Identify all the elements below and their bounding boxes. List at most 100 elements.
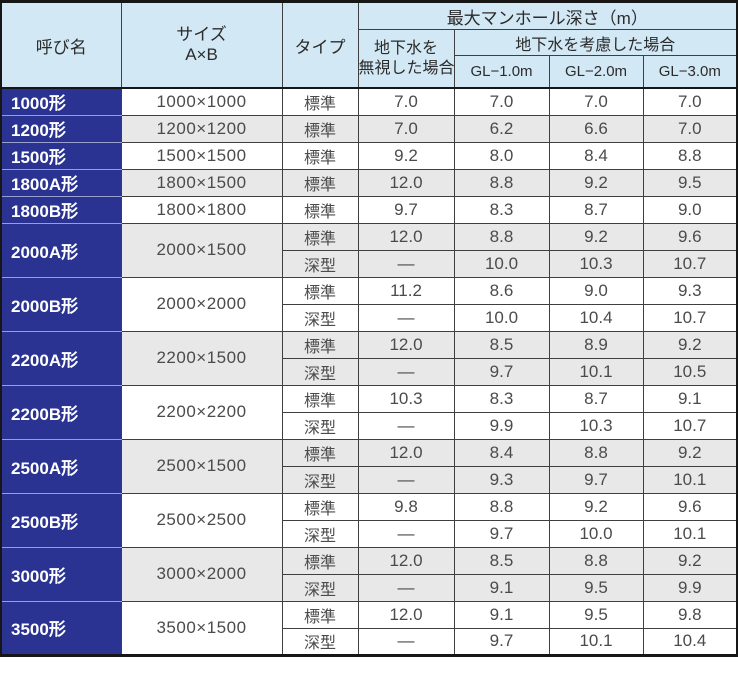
row-size-cell: 1800×1500 — [120, 168, 283, 197]
depth-value-cell: 8.8 — [642, 141, 738, 170]
depth-value-cell: 8.4 — [453, 438, 550, 467]
table-row: 2200A形 2200×1500 標準 12.0 8.5 8.9 9.2 — [0, 330, 738, 386]
row-size-cell: 2200×2200 — [120, 384, 283, 440]
depth-value-cell: 10.0 — [548, 519, 644, 548]
col-header-size-line1: サイズ — [176, 24, 227, 44]
depth-value-cell: 10.0 — [453, 249, 550, 278]
row-type-cell: 深型 — [281, 465, 359, 494]
row-size-cell: 3000×2000 — [120, 546, 283, 602]
col-header-size: サイズ A×B — [120, 1, 283, 89]
row-size-cell: 2000×2000 — [120, 276, 283, 332]
table-row: 1800A形 1800×1500 標準 12.0 8.8 9.2 9.5 — [0, 168, 738, 197]
row-type-cell: 深型 — [281, 303, 359, 332]
col-header-gl-2-0m: GL−2.0m — [548, 55, 644, 89]
depth-value-cell: — — [357, 357, 455, 386]
depth-value-cell: 8.7 — [548, 195, 644, 224]
col-header-ignore-line2: 無視した場合 — [358, 59, 454, 77]
row-type-cell: 深型 — [281, 519, 359, 548]
depth-value-cell: 10.3 — [357, 384, 455, 413]
row-size-cell: 2200×1500 — [120, 330, 283, 386]
table-row: 1500形 1500×1500 標準 9.2 8.0 8.4 8.8 — [0, 141, 738, 170]
depth-value-cell: 9.7 — [548, 465, 644, 494]
row-size-cell: 1000×1000 — [120, 87, 283, 116]
row-type-cell: 標準 — [281, 276, 359, 305]
row-type-cell: 標準 — [281, 114, 359, 143]
depth-value-cell: 9.0 — [642, 195, 738, 224]
depth-value-cell: 10.3 — [548, 411, 644, 440]
table-row: 2000B形 2000×2000 標準 11.2 8.6 9.0 9.3 — [0, 276, 738, 332]
table-row: 深型 —9.7 10.0 10.1 — [1, 519, 738, 548]
depth-value-cell: 7.0 — [453, 87, 550, 116]
depth-value-cell: 12.0 — [357, 168, 455, 197]
depth-value-cell: 7.0 — [642, 114, 738, 143]
depth-value-cell: 9.5 — [642, 168, 738, 197]
row-type-cell: 深型 — [281, 357, 359, 386]
depth-value-cell: 12.0 — [357, 222, 455, 251]
depth-value-cell: 10.0 — [453, 303, 550, 332]
row-size-cell: 2500×1500 — [120, 438, 283, 494]
depth-value-cell: 9.7 — [453, 357, 550, 386]
manhole-depth-table: 呼び名 サイズ A×B タイプ 最大マンホール深さ（m） 地下水を 無視した場合… — [0, 0, 738, 657]
col-header-gl-1-0m: GL−1.0m — [453, 55, 550, 89]
table-row: 1800B形 1800×1800 標準 9.7 8.3 8.7 9.0 — [0, 195, 738, 224]
table-row: 深型 —9.9 10.3 10.7 — [1, 411, 738, 440]
depth-value-cell: 10.5 — [642, 357, 738, 386]
depth-value-cell: 9.2 — [357, 141, 455, 170]
depth-value-cell: 8.6 — [453, 276, 550, 305]
row-size-cell: 3500×1500 — [120, 600, 283, 656]
depth-value-cell: 9.1 — [642, 384, 738, 413]
row-type-cell: 標準 — [281, 141, 359, 170]
depth-value-cell: — — [357, 519, 455, 548]
row-type-cell: 標準 — [281, 330, 359, 359]
depth-value-cell: 8.8 — [453, 492, 550, 521]
depth-value-cell: 9.2 — [548, 222, 644, 251]
depth-value-cell: 9.2 — [642, 330, 738, 359]
depth-value-cell: 12.0 — [357, 546, 455, 575]
table-row: 2500B形 2500×2500 標準 9.8 8.8 9.2 9.6 — [0, 492, 738, 548]
depth-value-cell: 8.8 — [453, 168, 550, 197]
depth-value-cell: 9.2 — [642, 546, 738, 575]
row-size-cell: 1200×1200 — [120, 114, 283, 143]
table-row: 2000A形 2000×1500 標準 12.0 8.8 9.2 9.6 — [0, 222, 738, 278]
depth-value-cell: 8.5 — [453, 330, 550, 359]
depth-value-cell: 6.6 — [548, 114, 644, 143]
table-row: 深型 —9.7 10.1 10.4 — [1, 627, 738, 656]
depth-value-cell: 8.9 — [548, 330, 644, 359]
depth-value-cell: 7.0 — [357, 114, 455, 143]
depth-value-cell: 10.7 — [642, 249, 738, 278]
row-type-cell: 深型 — [281, 627, 359, 656]
depth-value-cell: 8.0 — [453, 141, 550, 170]
depth-value-cell: 12.0 — [357, 600, 455, 629]
col-header-size-line2: A×B — [185, 45, 218, 64]
row-name-cell: 2500B形 — [0, 492, 122, 548]
depth-value-cell: 10.1 — [548, 357, 644, 386]
col-header-ignore-line1: 地下水を — [373, 40, 438, 58]
depth-value-cell: 8.3 — [453, 384, 550, 413]
depth-value-cell: 10.4 — [548, 303, 644, 332]
row-type-cell: 標準 — [281, 195, 359, 224]
depth-value-cell: 10.7 — [642, 303, 738, 332]
depth-value-cell: 9.5 — [548, 573, 644, 602]
row-name-cell: 1800B形 — [0, 195, 122, 224]
col-header-consider-groundwater: 地下水を考慮した場合 — [453, 29, 738, 56]
depth-value-cell: — — [357, 249, 455, 278]
depth-value-cell: 8.8 — [548, 438, 644, 467]
depth-value-cell: 10.4 — [642, 627, 738, 656]
table-row: 2200B形 2200×2200 標準 10.3 8.3 8.7 9.1 — [0, 384, 738, 440]
row-type-cell: 標準 — [281, 600, 359, 629]
depth-value-cell: 7.0 — [357, 87, 455, 116]
table-row: 3000形 3000×2000 標準 12.0 8.5 8.8 9.2 — [0, 546, 738, 602]
row-name-cell: 2000B形 — [0, 276, 122, 332]
depth-value-cell: 9.2 — [548, 168, 644, 197]
row-type-cell: 標準 — [281, 546, 359, 575]
depth-value-cell: — — [357, 411, 455, 440]
table-row: 1200形 1200×1200 標準 7.0 6.2 6.6 7.0 — [0, 114, 738, 143]
row-name-cell: 1500形 — [0, 141, 122, 170]
depth-value-cell: 7.0 — [642, 87, 738, 116]
depth-value-cell: 9.6 — [642, 492, 738, 521]
table-row: 深型 —9.3 9.7 10.1 — [1, 465, 738, 494]
table-row: 深型 —10.0 10.3 10.7 — [1, 249, 738, 278]
table-body: 1000形 1000×1000 標準 7.0 7.0 7.0 7.0 1200形 1200×12… — [0, 87, 738, 656]
depth-value-cell: 10.3 — [548, 249, 644, 278]
